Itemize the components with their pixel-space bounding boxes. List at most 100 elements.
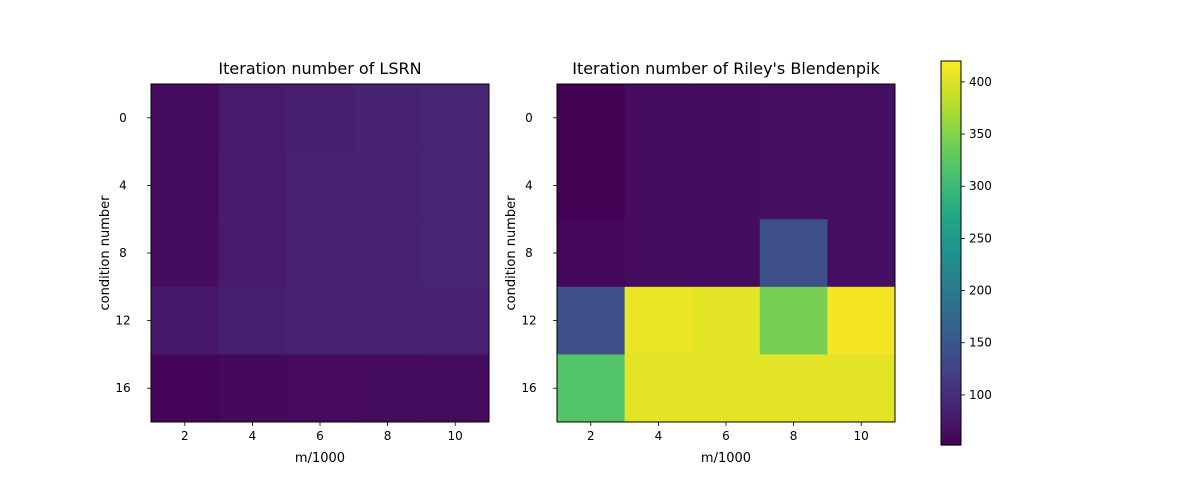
colorbar-segment [941, 177, 961, 182]
colorbar-segment [941, 309, 961, 314]
colorbar-segment [941, 289, 961, 294]
heatmap-cell [218, 219, 287, 288]
x-axis-label: m/1000 [701, 451, 751, 466]
colorbar-segment [941, 85, 961, 90]
x-tick-label: 8 [384, 429, 392, 443]
colorbar-segment [941, 193, 961, 198]
colorbar-segment [941, 101, 961, 106]
colorbar-segment [941, 361, 961, 366]
heatmap-cell [421, 151, 490, 220]
colorbar-segment [941, 345, 961, 350]
chart-title: Iteration number of LSRN [218, 59, 421, 78]
colorbar-tick-label: 150 [969, 336, 992, 350]
colorbar-segment [941, 121, 961, 126]
heatmap-cell [218, 354, 287, 423]
x-tick-label: 2 [181, 429, 189, 443]
colorbar-segment [941, 157, 961, 162]
colorbar-segment [941, 197, 961, 202]
colorbar-segment [941, 253, 961, 258]
y-tick-label: 16 [115, 381, 130, 395]
heatmap-cell [827, 286, 896, 355]
colorbar-tick-label: 300 [969, 179, 992, 193]
y-tick-label: 16 [521, 381, 536, 395]
heatmap-cell [218, 151, 287, 220]
heatmap-cell [353, 354, 422, 423]
colorbar-segment [941, 393, 961, 398]
heatmap-cell [827, 219, 896, 288]
colorbar-segment [941, 357, 961, 362]
heatmap-cell [827, 354, 896, 423]
colorbar-segment [941, 293, 961, 298]
colorbar-segment [941, 81, 961, 86]
x-tick-label: 4 [249, 429, 257, 443]
colorbar-segment [941, 421, 961, 426]
heatmap-cell [353, 151, 422, 220]
colorbar-segment [941, 161, 961, 166]
heatmap-cell [557, 286, 626, 355]
colorbar-segment [941, 109, 961, 114]
heatmap-cell [286, 219, 355, 288]
colorbar-segment [941, 429, 961, 434]
y-tick-label: 0 [119, 111, 127, 125]
colorbar-segment [941, 257, 961, 262]
colorbar: 100 150 200 250 300 350 400 [940, 60, 992, 446]
heatmap-cell [557, 219, 626, 288]
heatmap-cell [759, 219, 828, 288]
heatmap-cell [692, 219, 761, 288]
colorbar-segment [941, 169, 961, 174]
colorbar-segment [941, 133, 961, 138]
y-axis-label: condition number [504, 195, 519, 311]
heatmap-cell [827, 84, 896, 153]
heatmap-cell [827, 151, 896, 220]
x-axis-label: m/1000 [295, 451, 345, 466]
colorbar-segment [941, 233, 961, 238]
colorbar-segment [941, 337, 961, 342]
colorbar-segment [941, 441, 961, 446]
heatmap-cell [692, 84, 761, 153]
heatmap-cell [151, 151, 220, 220]
heatmap-cell [692, 354, 761, 423]
x-tick-label: 6 [316, 429, 324, 443]
colorbar-segment [941, 333, 961, 338]
heatmap-cell [692, 151, 761, 220]
colorbar-segment [941, 373, 961, 378]
colorbar-segment [941, 145, 961, 150]
colorbar-segment [941, 301, 961, 306]
colorbar-segment [941, 365, 961, 370]
colorbar-segment [941, 189, 961, 194]
colorbar-segment [941, 285, 961, 290]
heatmap-cell [353, 286, 422, 355]
heatmap-cell [353, 84, 422, 153]
x-tick-label: 10 [854, 429, 869, 443]
colorbar-segment [941, 297, 961, 302]
y-tick-label: 8 [525, 246, 533, 260]
colorbar-segment [941, 241, 961, 246]
colorbar-segment [941, 117, 961, 122]
colorbar-segment [941, 425, 961, 430]
heatmap-cell [421, 84, 490, 153]
heatmap-cell [421, 286, 490, 355]
colorbar-segment [941, 73, 961, 78]
colorbar-segment [941, 329, 961, 334]
colorbar-segment [941, 397, 961, 402]
x-tick-label: 2 [587, 429, 595, 443]
colorbar-segment [941, 413, 961, 418]
colorbar-segment [941, 277, 961, 282]
colorbar-segment [941, 229, 961, 234]
heatmap-cell [692, 286, 761, 355]
colorbar-segment [941, 349, 961, 354]
colorbar-segment [941, 401, 961, 406]
colorbar-segment [941, 61, 961, 66]
y-tick-label: 4 [119, 178, 127, 192]
colorbar-tick-label: 100 [969, 388, 992, 402]
heatmap-panel-1: 2 4 6 8 10 0 4 8 12 16 Iteration number of LSRN m/1… [98, 59, 490, 466]
colorbar-segment [941, 341, 961, 346]
colorbar-segment [941, 437, 961, 442]
colorbar-segment [941, 417, 961, 422]
colorbar-segment [941, 209, 961, 214]
heatmap-cell [421, 219, 490, 288]
colorbar-segment [941, 385, 961, 390]
colorbar-segment [941, 205, 961, 210]
